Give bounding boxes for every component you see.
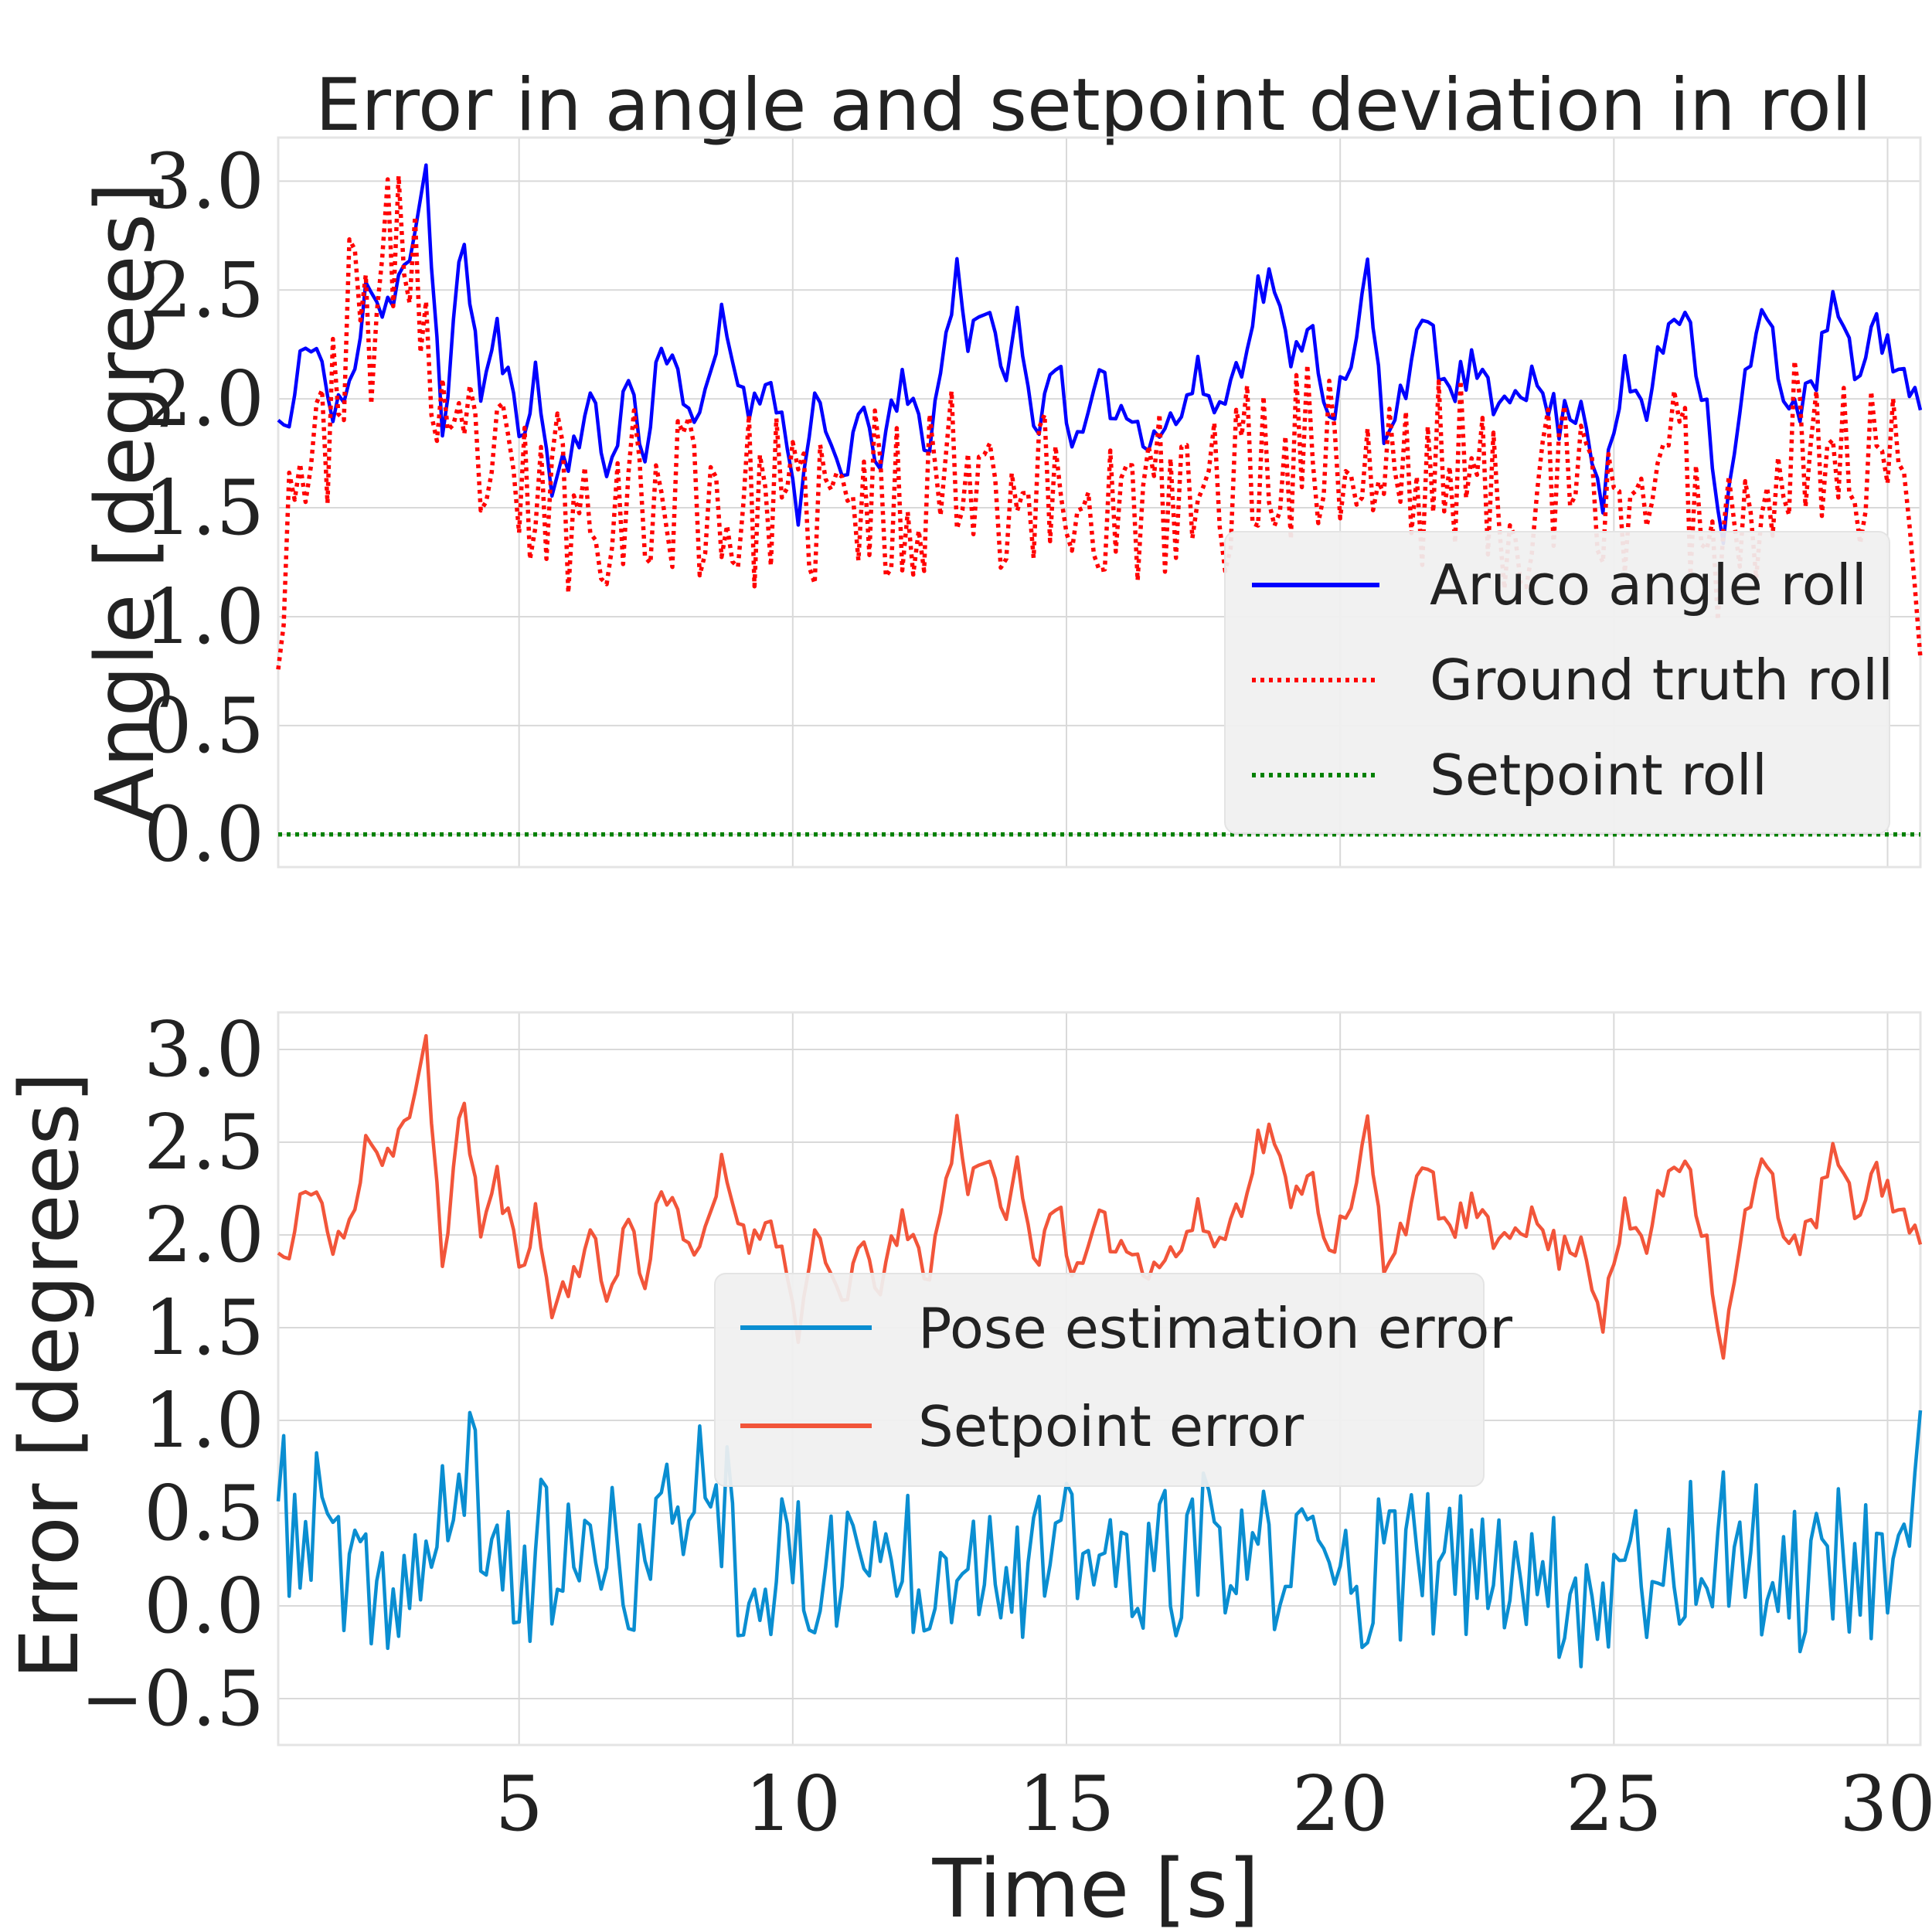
top-axes-frame [277, 136, 1922, 869]
bottom-legend-box [714, 1273, 1485, 1487]
bottom-legend: Pose estimation error Setpoint error [714, 1273, 1512, 1487]
y-tick-label: 2.5 [144, 247, 264, 335]
legend-label-setpoint-error: Setpoint error [918, 1394, 1304, 1459]
series-line-aruco-angle-roll [277, 163, 1923, 546]
x-tick-label: 30 [1839, 1760, 1932, 1849]
x-tick-label: 10 [744, 1760, 841, 1849]
y-tick-label: 1.5 [144, 464, 264, 553]
y-tick-label: 0.0 [144, 1563, 264, 1651]
bottom-x-ticks: 5 10 15 20 25 30 [495, 1760, 1932, 1849]
top-y-axis-label: Angle [degrees] [78, 182, 172, 823]
y-tick-label: −0.5 [80, 1655, 264, 1743]
chart-title: Error in angle and setpoint deviation in… [315, 63, 1872, 148]
series-line-pose-estimation-error [276, 1410, 1923, 1668]
top-y-ticks: 0.0 0.5 1.0 1.5 2.0 2.5 3.0 [144, 138, 264, 879]
bottom-axes-frame [277, 1011, 1922, 1747]
x-tick-label: 25 [1566, 1760, 1662, 1849]
y-tick-label: 2.0 [144, 355, 264, 444]
bottom-series [276, 1034, 1923, 1668]
y-tick-label: 2.5 [144, 1099, 264, 1187]
legend-label-ground-truth: Ground truth roll [1430, 648, 1893, 713]
y-tick-label: 3.0 [144, 1006, 264, 1094]
series-line-ground-truth-roll [276, 173, 1923, 670]
bottom-axes: −0.50.00.51.01.52.02.53.0 5 10 15 20 25 30 Er… [2, 1006, 1932, 1932]
y-tick-label: 1.0 [144, 573, 264, 662]
x-tick-label: 5 [495, 1760, 543, 1849]
y-tick-label: 1.5 [144, 1284, 264, 1372]
top-legend-box [1224, 531, 1890, 834]
y-tick-label: 0.5 [144, 682, 264, 770]
bottom-y-axis-label: Error [degrees] [2, 1072, 97, 1679]
top-legend: Aruco angle roll Ground truth roll Setpo… [1224, 531, 1893, 834]
top-axes: 0.0 0.5 1.0 1.5 2.0 2.5 3.0 Angle [degrees] Ar… [78, 136, 1923, 879]
top-series [276, 163, 1923, 837]
y-tick-label: 0.5 [144, 1470, 264, 1558]
y-tick-label: 3.0 [144, 138, 264, 226]
legend-label-aruco: Aruco angle roll [1430, 553, 1867, 617]
y-tick-label: 1.0 [144, 1377, 264, 1465]
series-line-setpoint-error [277, 1034, 1923, 1360]
x-tick-label: 20 [1292, 1760, 1389, 1849]
y-tick-label: 2.0 [144, 1192, 264, 1280]
x-axis-label: Time [s] [932, 1842, 1260, 1932]
legend-label-setpoint: Setpoint roll [1430, 743, 1767, 808]
x-tick-label: 15 [1019, 1760, 1115, 1849]
y-tick-label: 0.0 [144, 791, 264, 879]
legend-label-pose-error: Pose estimation error [918, 1296, 1512, 1361]
bottom-y-ticks: −0.50.00.51.01.52.02.53.0 [80, 1006, 264, 1743]
